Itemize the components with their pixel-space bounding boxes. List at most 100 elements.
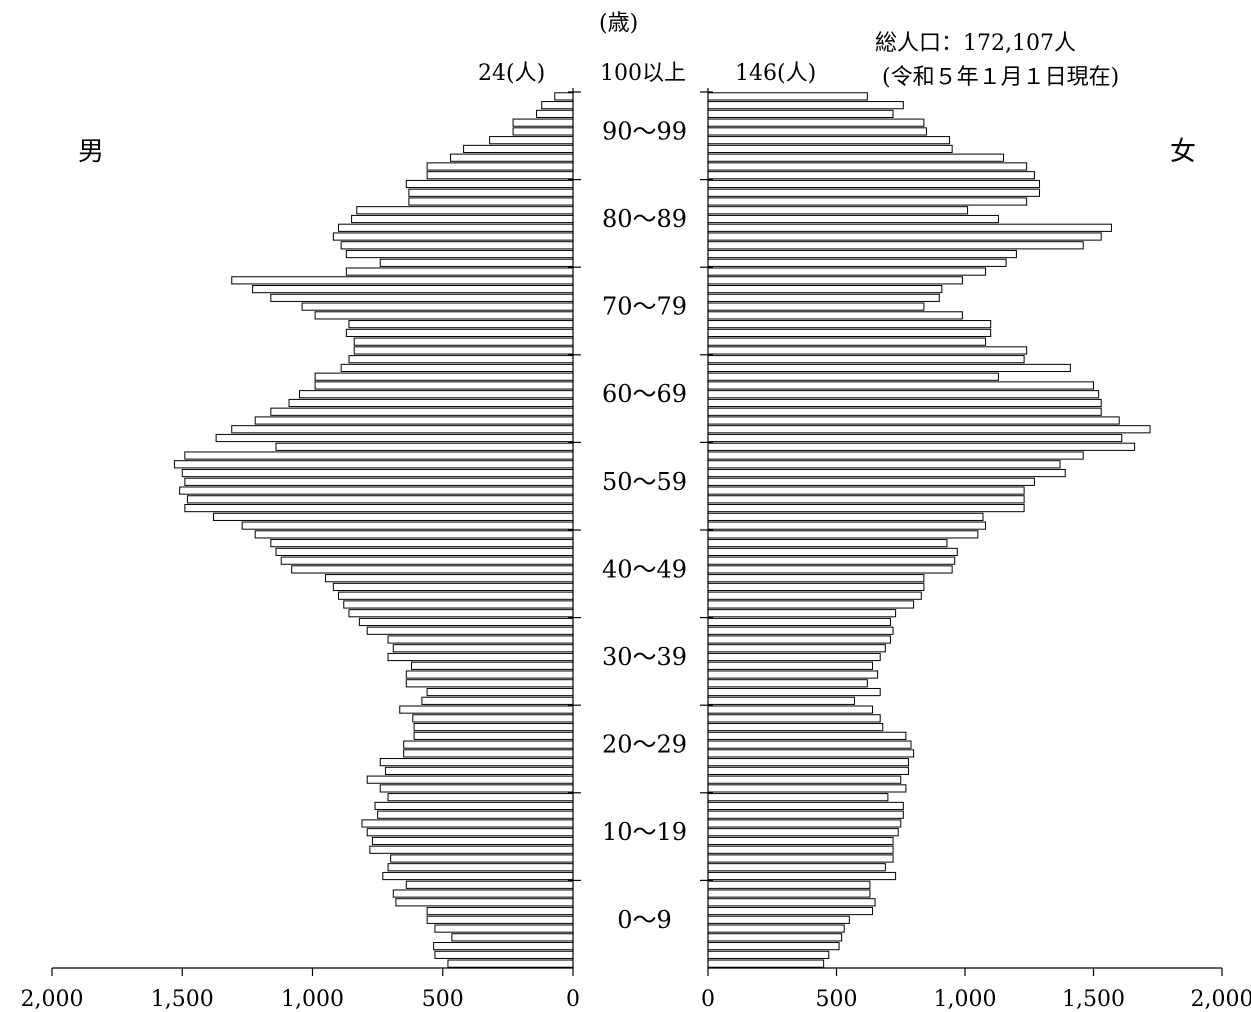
bar-female-age-76 (707, 293, 940, 302)
date-label: (令和５年１月１日現在) (882, 65, 1119, 90)
x-axis-ticks: 0 0 500 500 1,000 1,000 1,500 1,500 2,000 2,000 (21, 968, 1251, 1012)
bar-male-age-84 (338, 223, 574, 232)
x-tick-label-male: 0 (566, 987, 580, 1012)
top-group-male-count: 24(人) (478, 61, 545, 86)
bar-male-age-56 (181, 468, 574, 478)
bar-male-age-91 (426, 162, 574, 171)
bar-female-age-92 (707, 153, 1005, 162)
bar-male-age-34 (410, 661, 574, 670)
bar-male-age-18 (374, 801, 574, 811)
bar-male-age-24 (403, 749, 574, 758)
bar-female-age-51 (707, 512, 984, 521)
bar-male-age-71 (353, 337, 574, 346)
bar-male-age-67 (314, 372, 574, 381)
bar-male-age-73 (348, 320, 574, 329)
bar-female-age-4 (707, 924, 845, 933)
age-group-labels: 0～9 10～19 20～29 30～39 40～49 50～59 60～69 70～79 80… (602, 117, 687, 933)
bar-male-age-93 (463, 144, 574, 154)
bar-male-age-50 (241, 521, 574, 530)
female-bars (707, 92, 1151, 968)
bar-female-age-16 (707, 819, 902, 828)
bar-male-age-46 (280, 556, 574, 565)
bar-male-age-97 (536, 109, 574, 118)
bar-female-age-94 (707, 136, 951, 145)
bar-female-age-29 (707, 705, 873, 714)
bar-female-age-47 (707, 547, 958, 556)
bar-female-age-69 (707, 355, 1025, 364)
bar-male-age-21 (366, 775, 574, 784)
bar-male-age-51 (213, 512, 574, 521)
bar-female-age-37 (707, 635, 891, 644)
bar-female-age-58 (707, 451, 1084, 460)
bar-female-age-19 (707, 793, 889, 802)
bar-female-age-34 (707, 661, 873, 670)
bar-male-age-95 (512, 127, 574, 136)
bar-female-age-15 (707, 828, 899, 837)
bar-male-age-79 (345, 267, 574, 276)
bar-male-age-42 (338, 591, 574, 600)
bar-female-age-33 (707, 670, 879, 679)
age-group-label: 60～69 (602, 380, 687, 408)
bar-male-age-54 (179, 486, 574, 495)
age-group-label: 20～29 (602, 731, 687, 759)
bar-male-age-80 (379, 258, 574, 267)
bar-male-age-62 (254, 416, 574, 425)
bar-female-age-35 (707, 652, 881, 662)
bar-male-age-55 (184, 477, 574, 486)
x-tick-label-female: 1,000 (934, 987, 997, 1012)
bar-female-age-38 (707, 626, 894, 635)
bar-female-age-3 (707, 933, 843, 942)
bar-female-age-22 (707, 766, 909, 775)
bar-female-age-11 (707, 863, 886, 872)
bar-male-age-28 (412, 714, 574, 723)
bar-female-age-14 (707, 836, 894, 846)
bar-male-age-70 (353, 346, 574, 355)
bar-female-age-73 (707, 320, 992, 329)
bar-female-age-42 (707, 591, 922, 600)
bar-male-age-76 (270, 293, 574, 302)
bar-female-age-28 (707, 714, 881, 723)
bar-male-age-45 (291, 565, 574, 574)
bar-male-age-99 (554, 92, 574, 101)
bar-female-age-1 (707, 950, 830, 959)
bar-female-age-65 (707, 390, 1100, 399)
bar-female-age-79 (707, 267, 987, 276)
bar-female-age-82 (707, 241, 1084, 250)
bar-female-age-32 (707, 679, 868, 688)
bar-male-age-98 (541, 101, 574, 110)
bar-male-age-3 (451, 933, 574, 942)
bar-female-age-36 (707, 644, 886, 653)
age-unit-label: (歳) (599, 11, 638, 36)
bar-male-age-31 (426, 687, 574, 697)
bar-female-age-12 (707, 854, 894, 863)
x-tick-label-female: 500 (816, 987, 858, 1012)
bar-female-age-9 (707, 880, 871, 889)
bar-female-age-74 (707, 311, 963, 320)
bar-male-age-19 (387, 793, 574, 802)
x-tick-label-male: 2,000 (21, 987, 84, 1012)
bar-male-age-48 (270, 539, 574, 548)
bar-female-age-55 (707, 477, 1035, 486)
bar-female-age-89 (707, 179, 1041, 189)
bar-female-age-61 (707, 425, 1151, 434)
bar-male-age-89 (405, 179, 574, 189)
bar-male-age-49 (254, 530, 574, 539)
x-tick-label-male: 1,500 (151, 987, 214, 1012)
bar-male-age-66 (314, 381, 574, 390)
bar-female-age-30 (707, 696, 855, 705)
bar-male-age-94 (489, 136, 574, 145)
total-population-label: 総人口：172,107人 (875, 31, 1076, 56)
male-label: 男 (78, 137, 104, 167)
bar-female-age-93 (707, 144, 953, 154)
bar-male-age-6 (426, 906, 574, 916)
age-group-label: 70～79 (602, 293, 687, 321)
bar-male-age-30 (421, 696, 574, 705)
bar-female-age-25 (707, 740, 912, 749)
bar-female-age-46 (707, 556, 956, 565)
bar-female-age-72 (707, 328, 992, 337)
bar-female-age-62 (707, 416, 1120, 425)
bar-female-age-63 (707, 407, 1102, 416)
bar-male-age-11 (387, 863, 574, 872)
x-tick-label-male: 1,000 (281, 987, 344, 1012)
x-tick-label-male: 500 (422, 987, 464, 1012)
